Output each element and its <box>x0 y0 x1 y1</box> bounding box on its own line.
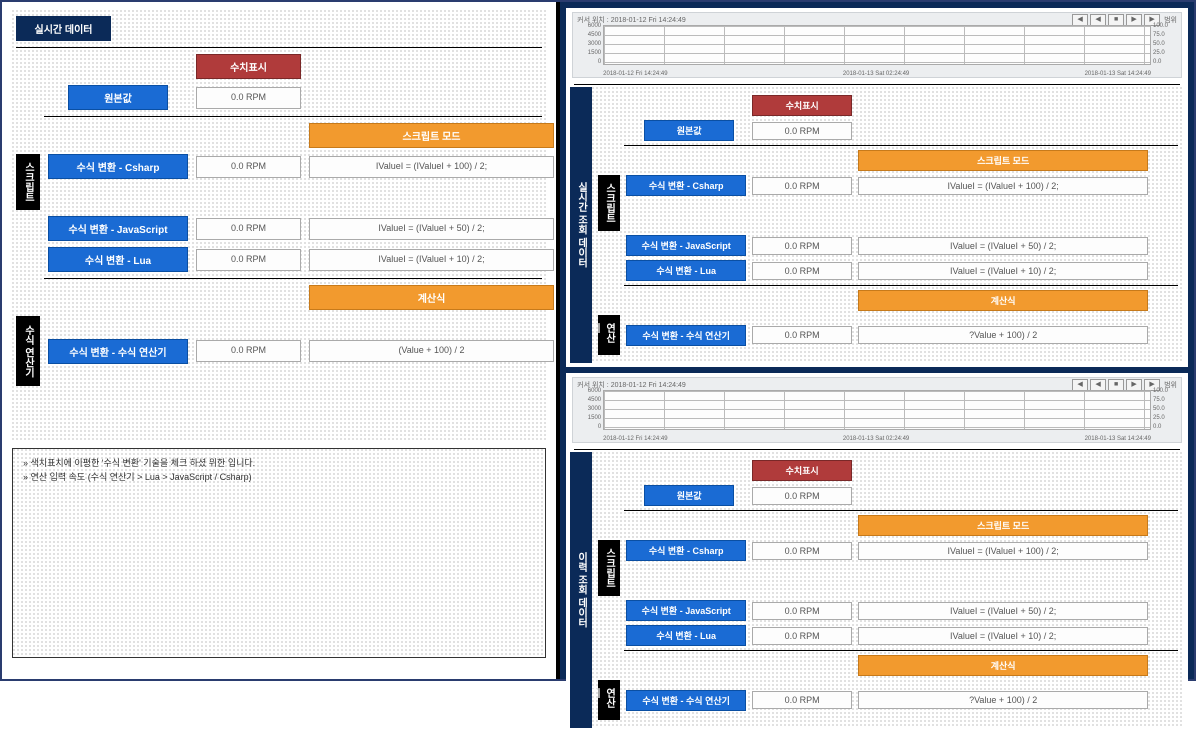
chart-2[interactable]: 커서 위치 : 2018-01-12 Fri 14:24:49 ◀◀ ■ ▶▶ … <box>572 377 1182 443</box>
r1-row-expr-val: 0.0 RPM <box>752 326 852 344</box>
left-title: 실시간 데이터 <box>16 16 111 41</box>
r1-row-lua-val: 0.0 RPM <box>752 262 852 280</box>
chart2-x-labels: 2018-01-12 Fri 14:24:49 2018-01-13 Sat 0… <box>603 436 1151 442</box>
row-js-code: IValueI = (IValueI + 50) / 2; <box>309 218 554 240</box>
r2-row-lua-val: 0.0 RPM <box>752 627 852 645</box>
r1-header-script-mode: 스크립트 모드 <box>858 150 1148 171</box>
rp-side-label-2: 이력 조회 데이터 <box>570 452 592 728</box>
row-js-label[interactable]: 수식 변환 - JavaScript <box>48 216 188 241</box>
left-panel: 실시간 데이터 수치표시 원본값 0.0 RPM <box>2 2 556 679</box>
r2-header-calc: 계산식 <box>858 655 1148 676</box>
row-expr-code: (Value + 100) / 2 <box>309 340 554 362</box>
r1-original-val: 0.0 RPM <box>752 122 852 140</box>
row-expr-label[interactable]: 수식 변환 - 수식 연산기 <box>48 339 188 364</box>
chart-y-left: 60004500 30001500 0 <box>575 23 601 65</box>
r1-row-expr-label[interactable]: 수식 변환 - 수식 연산기 <box>626 325 746 346</box>
chart-grid[interactable] <box>603 25 1151 65</box>
chart2-y-right: 100.075.0 50.025.0 0.0 <box>1153 388 1179 430</box>
r1-row-js-code: IValueI = (IValueI + 50) / 2; <box>858 237 1148 255</box>
r1-row-csharp-label[interactable]: 수식 변환 - Csharp <box>626 175 746 196</box>
r1-row-csharp-val: 0.0 RPM <box>752 177 852 195</box>
left-hatch-area: 실시간 데이터 수치표시 원본값 0.0 RPM <box>12 10 546 440</box>
r2-header-script-mode: 스크립트 모드 <box>858 515 1148 536</box>
rp-side-label-1: 실시간 조회 데이터 <box>570 87 592 363</box>
row-csharp-code: IValueI = (IValueI + 100) / 2; <box>309 156 554 178</box>
chart-x-labels: 2018-01-12 Fri 14:24:49 2018-01-13 Sat 0… <box>603 71 1151 77</box>
header-value-display: 수치표시 <box>196 54 301 79</box>
r2-vlabel-calc: 수식 연산기 <box>598 680 620 720</box>
chart2-y-left: 60004500 30001500 0 <box>575 388 601 430</box>
row-js-val: 0.0 RPM <box>196 218 301 240</box>
r1-row-lua-code: IValueI = (IValueI + 10) / 2; <box>858 262 1148 280</box>
r2-original-val: 0.0 RPM <box>752 487 852 505</box>
r1-row-csharp-code: IValueI = (IValueI + 100) / 2; <box>858 177 1148 195</box>
r1-row-expr-code: ?Value + 100) / 2 <box>858 326 1148 344</box>
vlabel-script: 스크립트 <box>16 154 40 210</box>
row-lua-label[interactable]: 수식 변환 - Lua <box>48 247 188 272</box>
r2-row-expr-label[interactable]: 수식 변환 - 수식 연산기 <box>626 690 746 711</box>
r1-row-lua-label[interactable]: 수식 변환 - Lua <box>626 260 746 281</box>
right-panel: 커서 위치 : 2018-01-12 Fri 14:24:49 ◀◀ ■ ▶▶ … <box>556 2 1194 679</box>
original-val: 0.0 RPM <box>196 87 301 109</box>
root: 실시간 데이터 수치표시 원본값 0.0 RPM <box>0 0 1196 681</box>
r2-row-lua-label[interactable]: 수식 변환 - Lua <box>626 625 746 646</box>
r1-row-js-label[interactable]: 수식 변환 - JavaScript <box>626 235 746 256</box>
r2-row-js-code: IValueI = (IValueI + 50) / 2; <box>858 602 1148 620</box>
chart-y-right: 100.075.0 50.025.0 0.0 <box>1153 23 1179 65</box>
r2-header-value-display: 수치표시 <box>752 460 852 481</box>
row-lua-val: 0.0 RPM <box>196 249 301 271</box>
row-expr-val: 0.0 RPM <box>196 340 301 362</box>
r2-row-js-val: 0.0 RPM <box>752 602 852 620</box>
r2-row-expr-code: ?Value + 100) / 2 <box>858 691 1148 709</box>
rp-section-1: 커서 위치 : 2018-01-12 Fri 14:24:49 ◀◀ ■ ▶▶ … <box>566 8 1188 367</box>
notes-line-1: » 색치표치에 이평한 '수식 변환' 기술을 체크 하셨 위한 입니다. <box>23 457 535 471</box>
rp-section-2: 커서 위치 : 2018-01-12 Fri 14:24:49 ◀◀ ■ ▶▶ … <box>566 373 1188 732</box>
r2-row-csharp-code: IValueI = (IValueI + 100) / 2; <box>858 542 1148 560</box>
header-script-mode: 스크립트 모드 <box>309 123 554 148</box>
r1-row-js-val: 0.0 RPM <box>752 237 852 255</box>
r2-row-expr-val: 0.0 RPM <box>752 691 852 709</box>
r1-header-value-display: 수치표시 <box>752 95 852 116</box>
r2-original-label[interactable]: 원본값 <box>644 485 734 506</box>
r2-row-js-label[interactable]: 수식 변환 - JavaScript <box>626 600 746 621</box>
row-lua-code: IValueI = (IValueI + 10) / 2; <box>309 249 554 271</box>
notes-line-2: » 연산 입력 속도 (수식 연산기 > Lua > JavaScript / … <box>23 471 535 485</box>
r2-row-lua-code: IValueI = (IValueI + 10) / 2; <box>858 627 1148 645</box>
chart2-grid[interactable] <box>603 390 1151 430</box>
row-csharp-val: 0.0 RPM <box>196 156 301 178</box>
r2-row-csharp-label[interactable]: 수식 변환 - Csharp <box>626 540 746 561</box>
r1-vlabel-calc: 수식 연산기 <box>598 315 620 355</box>
r2-vlabel-script: 스크립트 <box>598 540 620 596</box>
r2-row-csharp-val: 0.0 RPM <box>752 542 852 560</box>
vlabel-calc: 수식 연산기 <box>16 316 40 386</box>
r1-original-label[interactable]: 원본값 <box>644 120 734 141</box>
row-csharp-label[interactable]: 수식 변환 - Csharp <box>48 154 188 179</box>
r1-header-calc: 계산식 <box>858 290 1148 311</box>
notes-box: » 색치표치에 이평한 '수식 변환' 기술을 체크 하셨 위한 입니다. » … <box>12 448 546 658</box>
r1-vlabel-script: 스크립트 <box>598 175 620 231</box>
header-calc: 계산식 <box>309 285 554 310</box>
original-label[interactable]: 원본값 <box>68 85 168 110</box>
chart-1[interactable]: 커서 위치 : 2018-01-12 Fri 14:24:49 ◀◀ ■ ▶▶ … <box>572 12 1182 78</box>
